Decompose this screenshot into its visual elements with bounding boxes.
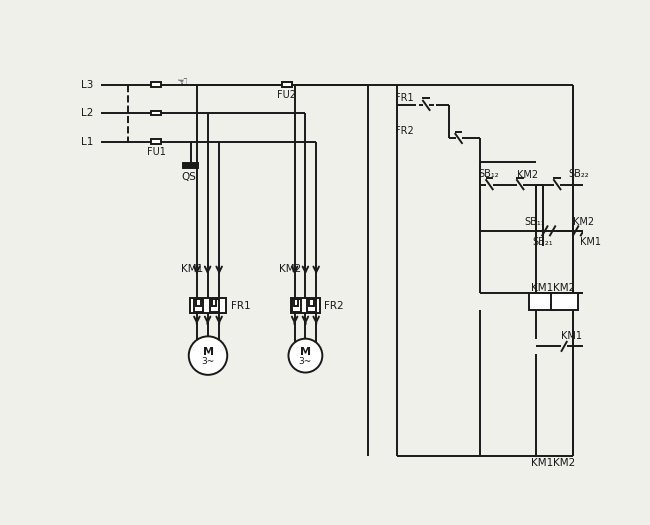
Text: KM1: KM1 [561, 331, 582, 341]
Text: FR2: FR2 [324, 300, 343, 311]
Text: KM1: KM1 [580, 237, 601, 247]
Text: SB₂₁: SB₂₁ [532, 237, 553, 247]
Bar [281, 82, 292, 87]
Text: 3~: 3~ [202, 357, 214, 366]
Text: SB₁₁: SB₁₁ [525, 217, 545, 227]
Bar [151, 111, 161, 116]
Text: FU1: FU1 [147, 148, 166, 158]
Text: KM1: KM1 [532, 283, 554, 293]
Bar [183, 163, 198, 167]
Text: KM2: KM2 [517, 171, 538, 181]
Bar [196, 299, 201, 306]
Text: FR1: FR1 [395, 92, 414, 103]
Text: KM2: KM2 [280, 265, 302, 275]
Text: FR1: FR1 [231, 300, 251, 311]
Text: KM2: KM2 [553, 283, 575, 293]
Text: L2: L2 [81, 108, 94, 118]
Bar [190, 298, 226, 313]
Text: KM1: KM1 [181, 265, 203, 275]
Bar [309, 299, 314, 306]
Bar [551, 293, 578, 310]
Text: SB₁₂: SB₁₂ [478, 169, 499, 179]
Bar [291, 298, 320, 313]
Bar [294, 299, 298, 306]
Text: KM1: KM1 [532, 458, 554, 468]
Text: SB₂₂: SB₂₂ [568, 169, 589, 179]
Text: L1: L1 [81, 136, 94, 146]
Text: L3: L3 [81, 80, 94, 90]
Circle shape [188, 337, 228, 375]
Bar [212, 299, 216, 306]
Text: KM2: KM2 [553, 458, 575, 468]
Bar [529, 293, 556, 310]
Text: 3~: 3~ [299, 357, 312, 366]
Bar [307, 299, 316, 312]
Text: M: M [300, 346, 311, 357]
Bar [151, 139, 161, 144]
Bar [194, 299, 203, 312]
Bar [151, 82, 161, 87]
Bar [281, 82, 292, 87]
Text: FR2: FR2 [395, 126, 414, 136]
Bar [292, 299, 301, 312]
Circle shape [289, 339, 322, 373]
Text: QS: QS [182, 172, 196, 182]
Bar [209, 299, 219, 312]
Text: KM2: KM2 [573, 217, 593, 227]
Text: ☜: ☜ [177, 77, 188, 90]
Text: FU2: FU2 [278, 90, 296, 100]
Text: M: M [203, 346, 213, 357]
